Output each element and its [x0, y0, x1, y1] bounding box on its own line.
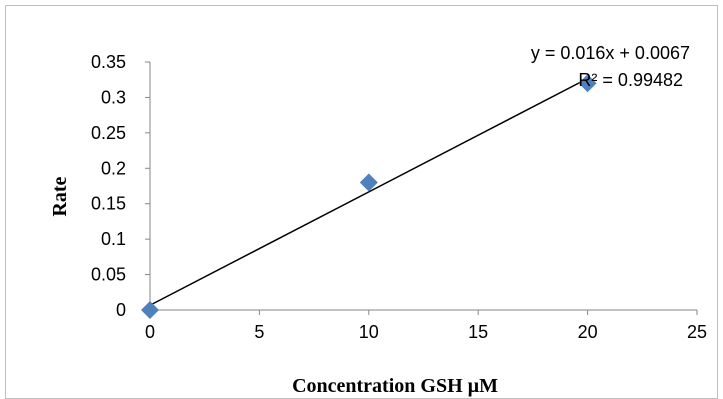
- x-tick-label: 0: [145, 322, 155, 342]
- x-axis-ticks: 0 5 10 15 20 25: [145, 310, 707, 342]
- data-points: [141, 74, 597, 319]
- data-point: [359, 173, 378, 192]
- y-tick-label: 0.3: [101, 87, 126, 107]
- x-tick-label: 20: [578, 322, 598, 342]
- axes: [149, 62, 697, 311]
- data-point: [578, 74, 597, 93]
- x-tick-label: 15: [468, 322, 488, 342]
- y-tick-label: 0.05: [91, 265, 126, 285]
- x-tick-label: 25: [687, 322, 707, 342]
- x-tick-label: 10: [359, 322, 379, 342]
- y-axis-ticks: 0 0.05 0.1 0.15 0.2 0.25 0.3 0.35: [91, 52, 150, 320]
- x-axis-title: Concentration GSH µM: [292, 375, 498, 397]
- y-tick-label: 0.25: [91, 123, 126, 143]
- y-tick-label: 0.1: [101, 229, 126, 249]
- trendline-r2: R² = 0.99482: [578, 70, 683, 90]
- trendline: [149, 77, 588, 306]
- y-tick-label: 0.2: [101, 158, 126, 178]
- chart-frame: [5, 5, 718, 399]
- y-tick-label: 0: [116, 300, 126, 320]
- x-tick-label: 5: [254, 322, 264, 342]
- trendline-equation: y = 0.016x + 0.0067: [531, 43, 690, 63]
- data-point: [141, 301, 159, 319]
- y-tick-label: 0.15: [91, 194, 126, 214]
- y-tick-label: 0.35: [91, 52, 126, 72]
- trendline-layer: [149, 77, 588, 306]
- y-axis-title: Rate: [49, 177, 71, 217]
